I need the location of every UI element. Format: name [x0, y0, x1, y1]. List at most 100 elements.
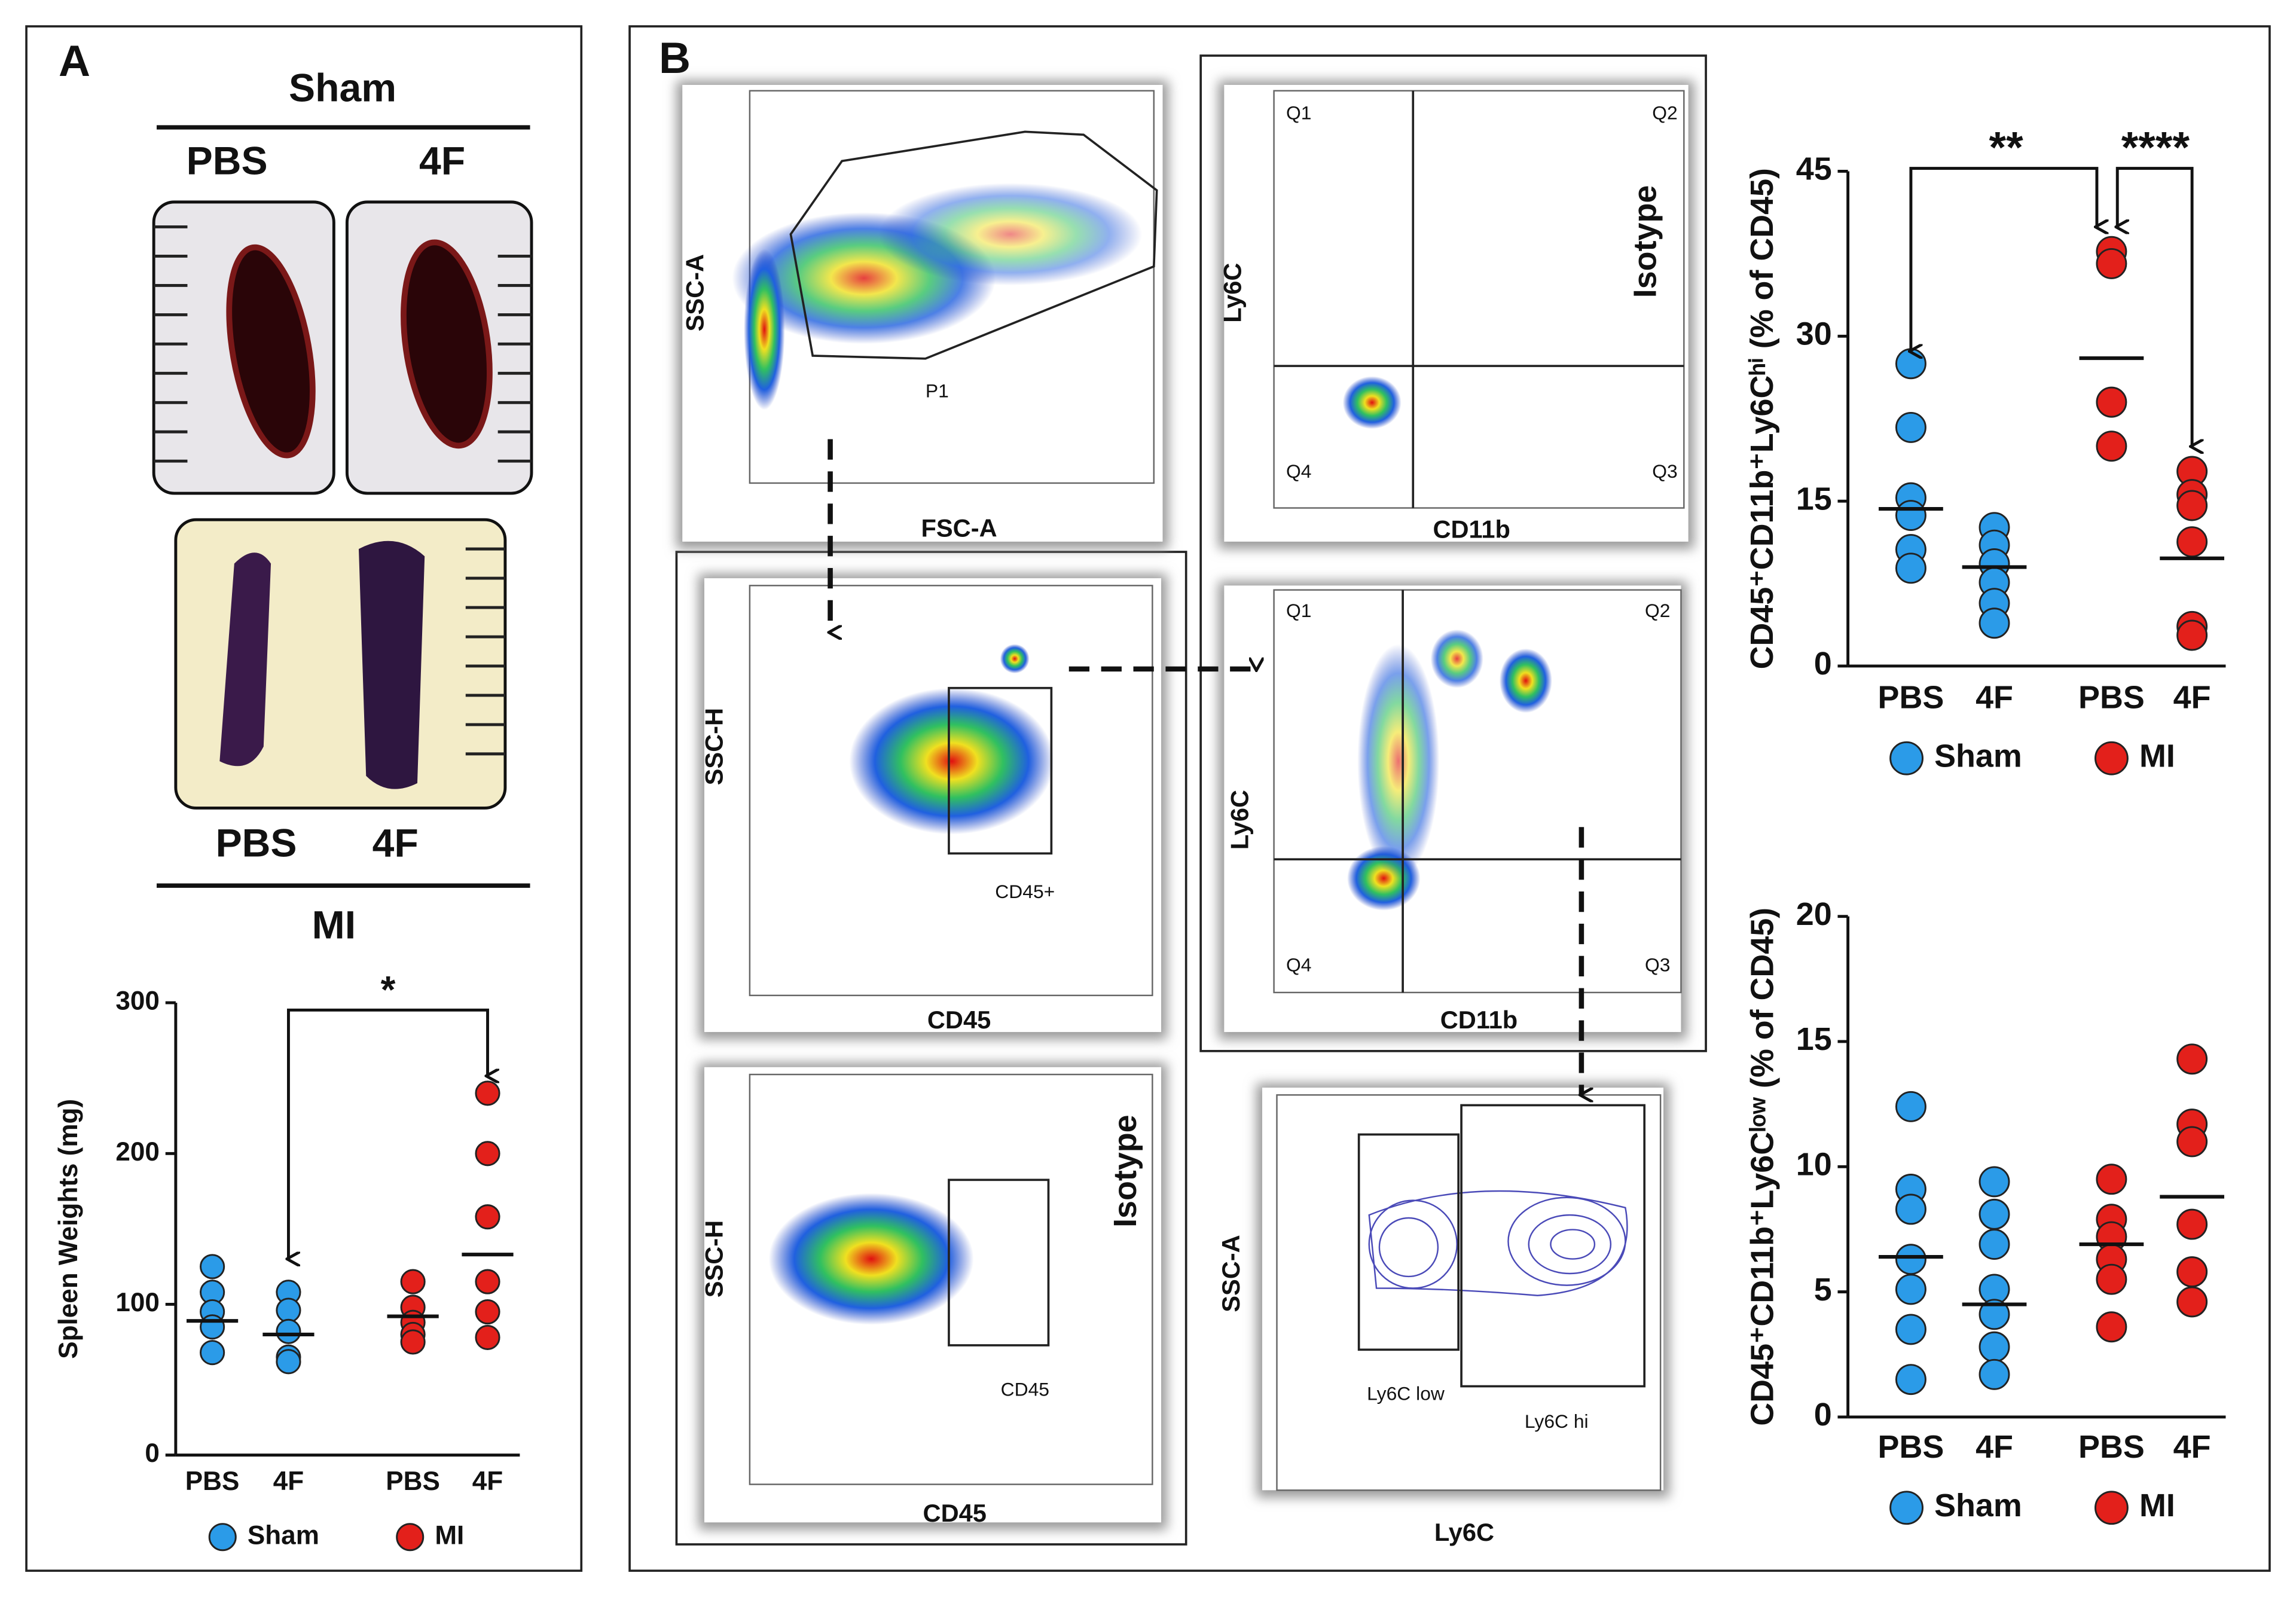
x-tick-label: 4F — [1976, 680, 2013, 716]
significance-label: ** — [1989, 123, 2024, 172]
axis-label: SSC-A — [681, 254, 709, 331]
quadrant-label: Q2 — [1652, 102, 1677, 123]
legend-marker — [396, 1523, 425, 1552]
data-point — [1979, 1166, 2010, 1198]
significance-bracket — [288, 1008, 487, 1259]
gate-label: P1 — [926, 380, 949, 402]
data-point — [1895, 552, 1926, 584]
photo-label: PBS — [216, 822, 297, 866]
data-point — [276, 1349, 301, 1375]
panel-a-frame — [25, 25, 583, 1572]
gate-label: CD45+ — [995, 881, 1055, 902]
data-point — [2096, 248, 2127, 279]
legend-marker — [2095, 741, 2129, 775]
data-point — [475, 1324, 500, 1350]
data-point — [2176, 1126, 2208, 1158]
data-point — [2096, 430, 2127, 462]
plot-group-frame — [675, 551, 1187, 1546]
x-tick-label: PBS — [386, 1467, 440, 1496]
y-tick-label: 10 — [1796, 1147, 1832, 1183]
panel-letter: B — [659, 33, 691, 83]
legend-marker — [208, 1523, 237, 1552]
x-tick-label: 4F — [2173, 1429, 2211, 1465]
quadrant-label: Q1 — [1286, 600, 1311, 621]
y-tick-label: 0 — [1814, 1397, 1832, 1433]
axis-label: SSC-A — [1217, 1235, 1245, 1312]
data-point — [2176, 526, 2208, 558]
axis-label: CD11b — [1433, 515, 1510, 543]
y-tick-label: 300 — [115, 987, 160, 1016]
x-tick-label: 4F — [1976, 1429, 2013, 1465]
data-point — [2176, 1043, 2208, 1075]
data-point — [2176, 1286, 2208, 1318]
data-point — [200, 1314, 225, 1340]
data-point — [1895, 1364, 1926, 1396]
plot-group-frame — [1199, 54, 1707, 1052]
x-tick-label: PBS — [2078, 680, 2145, 716]
flow-plot: Ly6C CD11b Q1 Q2 Q3 Q4 Isotype — [1218, 80, 1694, 549]
data-point — [1895, 348, 1926, 380]
data-point — [2176, 490, 2208, 521]
quadrant-label: Q3 — [1645, 954, 1670, 975]
significance-bracket — [2117, 167, 2192, 447]
data-point — [400, 1329, 426, 1355]
y-tick-label: 0 — [1814, 646, 1832, 682]
data-point — [1895, 1244, 1926, 1275]
group-title: MI — [312, 903, 356, 948]
data-point — [475, 1204, 500, 1230]
isotype-label: Isotype — [1627, 185, 1663, 298]
photo — [152, 200, 533, 810]
gate-label: CD45 — [1001, 1378, 1049, 1400]
flow-plot: Ly6C CD11b Q1 Q2 Q3 Q4 — [1218, 581, 1687, 1040]
y-tick-label: 45 — [1796, 151, 1832, 187]
x-tick-label: PBS — [185, 1467, 240, 1496]
data-point — [1979, 1299, 2010, 1330]
flow-plot: SSC-A FSC-A P1 — [676, 80, 1169, 549]
data-point — [1979, 1331, 2010, 1363]
data-point — [1895, 1314, 1926, 1345]
axis-label: Ly6C — [1218, 263, 1246, 323]
axis-label: CD11b — [1440, 1006, 1518, 1034]
legend-marker — [1889, 741, 1923, 775]
flow-plot: SSC-H CD45 CD45 Isotype — [698, 1062, 1167, 1530]
y-tick-label: 30 — [1796, 316, 1832, 352]
quadrant-label: Q3 — [1652, 460, 1677, 482]
data-point — [2176, 1208, 2208, 1240]
data-point — [2096, 1164, 2127, 1195]
data-point — [1895, 1193, 1926, 1225]
axis-label: SSC-H — [700, 1220, 728, 1297]
data-point — [276, 1318, 301, 1344]
y-tick-label: 200 — [115, 1137, 160, 1167]
data-point — [2096, 386, 2127, 418]
y-tick-label: 15 — [1796, 1021, 1832, 1057]
photo-label: 4F — [419, 139, 465, 184]
data-point — [2176, 1256, 2208, 1288]
data-point — [1979, 1358, 2010, 1390]
panel-b-frame — [628, 25, 2271, 1572]
gate-label: Ly6C low — [1367, 1383, 1445, 1404]
x-tick-label: 4F — [273, 1467, 304, 1496]
axis-label: CD45 — [923, 1499, 987, 1527]
axis-label: Ly6C — [1434, 1518, 1494, 1546]
quadrant-label: Q4 — [1286, 460, 1311, 482]
x-tick-label: PBS — [1878, 1429, 1944, 1465]
y-tick-label: 0 — [145, 1439, 160, 1468]
data-point — [1979, 1198, 2010, 1230]
axis-label: Ly6C — [1226, 790, 1254, 850]
legend-label: Sham — [1934, 1488, 2022, 1523]
data-point — [1979, 607, 2010, 639]
x-tick-label: PBS — [2078, 1429, 2145, 1465]
legend-label: Sham — [248, 1520, 319, 1550]
x-tick-label: PBS — [1878, 680, 1944, 716]
significance-label: **** — [2121, 123, 2190, 172]
y-tick-label: 100 — [115, 1288, 160, 1317]
isotype-label: Isotype — [1107, 1114, 1143, 1228]
data-point — [1895, 411, 1926, 443]
data-point — [276, 1297, 301, 1323]
data-point — [200, 1254, 225, 1280]
gate-label: Ly6C hi — [1525, 1410, 1589, 1432]
data-point — [2176, 619, 2208, 651]
legend-label: MI — [2139, 1488, 2175, 1523]
